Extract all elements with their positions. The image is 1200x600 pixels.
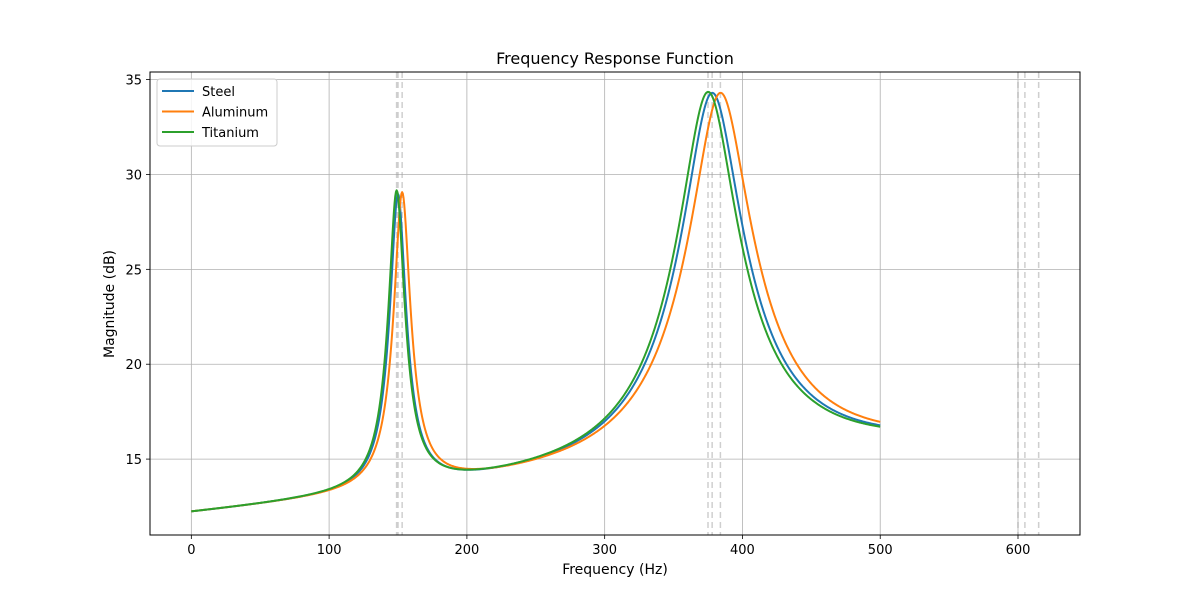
legend-box — [156, 78, 278, 147]
plot-frame — [149, 71, 1081, 536]
reference-lines — [395, 72, 1040, 535]
x-tick-label: 600 — [1006, 543, 1031, 558]
x-tick-label: 0 — [187, 543, 195, 558]
x-axis-ticks: 0 100 200 300 400 500 600 — [187, 535, 1030, 558]
x-axis-label: Frequency (Hz) — [562, 562, 668, 578]
y-tick-label: 25 — [125, 263, 142, 278]
y-tick-label: 15 — [125, 453, 142, 468]
x-tick-label: 500 — [868, 543, 893, 558]
grid — [150, 72, 1080, 535]
x-tick-label: 200 — [454, 543, 479, 558]
y-tick-label: 20 — [125, 358, 142, 373]
legend-label-titanium: Titanium — [201, 126, 259, 141]
series-layer — [191, 90, 881, 513]
y-tick-label: 35 — [125, 74, 142, 89]
series-line-titanium — [191, 90, 881, 513]
chart-title: Frequency Response Function — [496, 49, 734, 68]
series-line-aluminum — [191, 91, 881, 513]
legend-label-steel: Steel — [202, 85, 235, 100]
x-tick-label: 100 — [317, 543, 342, 558]
y-tick-label: 30 — [125, 168, 142, 183]
legend-label-aluminum: Aluminum — [202, 106, 268, 121]
series-line-steel — [191, 91, 881, 513]
x-tick-label: 400 — [730, 543, 755, 558]
y-axis-label: Magnitude (dB) — [102, 250, 118, 358]
legend: Steel Aluminum Titanium — [156, 78, 278, 147]
x-tick-label: 300 — [592, 543, 617, 558]
y-axis-ticks: 15 20 25 30 35 — [125, 74, 150, 468]
